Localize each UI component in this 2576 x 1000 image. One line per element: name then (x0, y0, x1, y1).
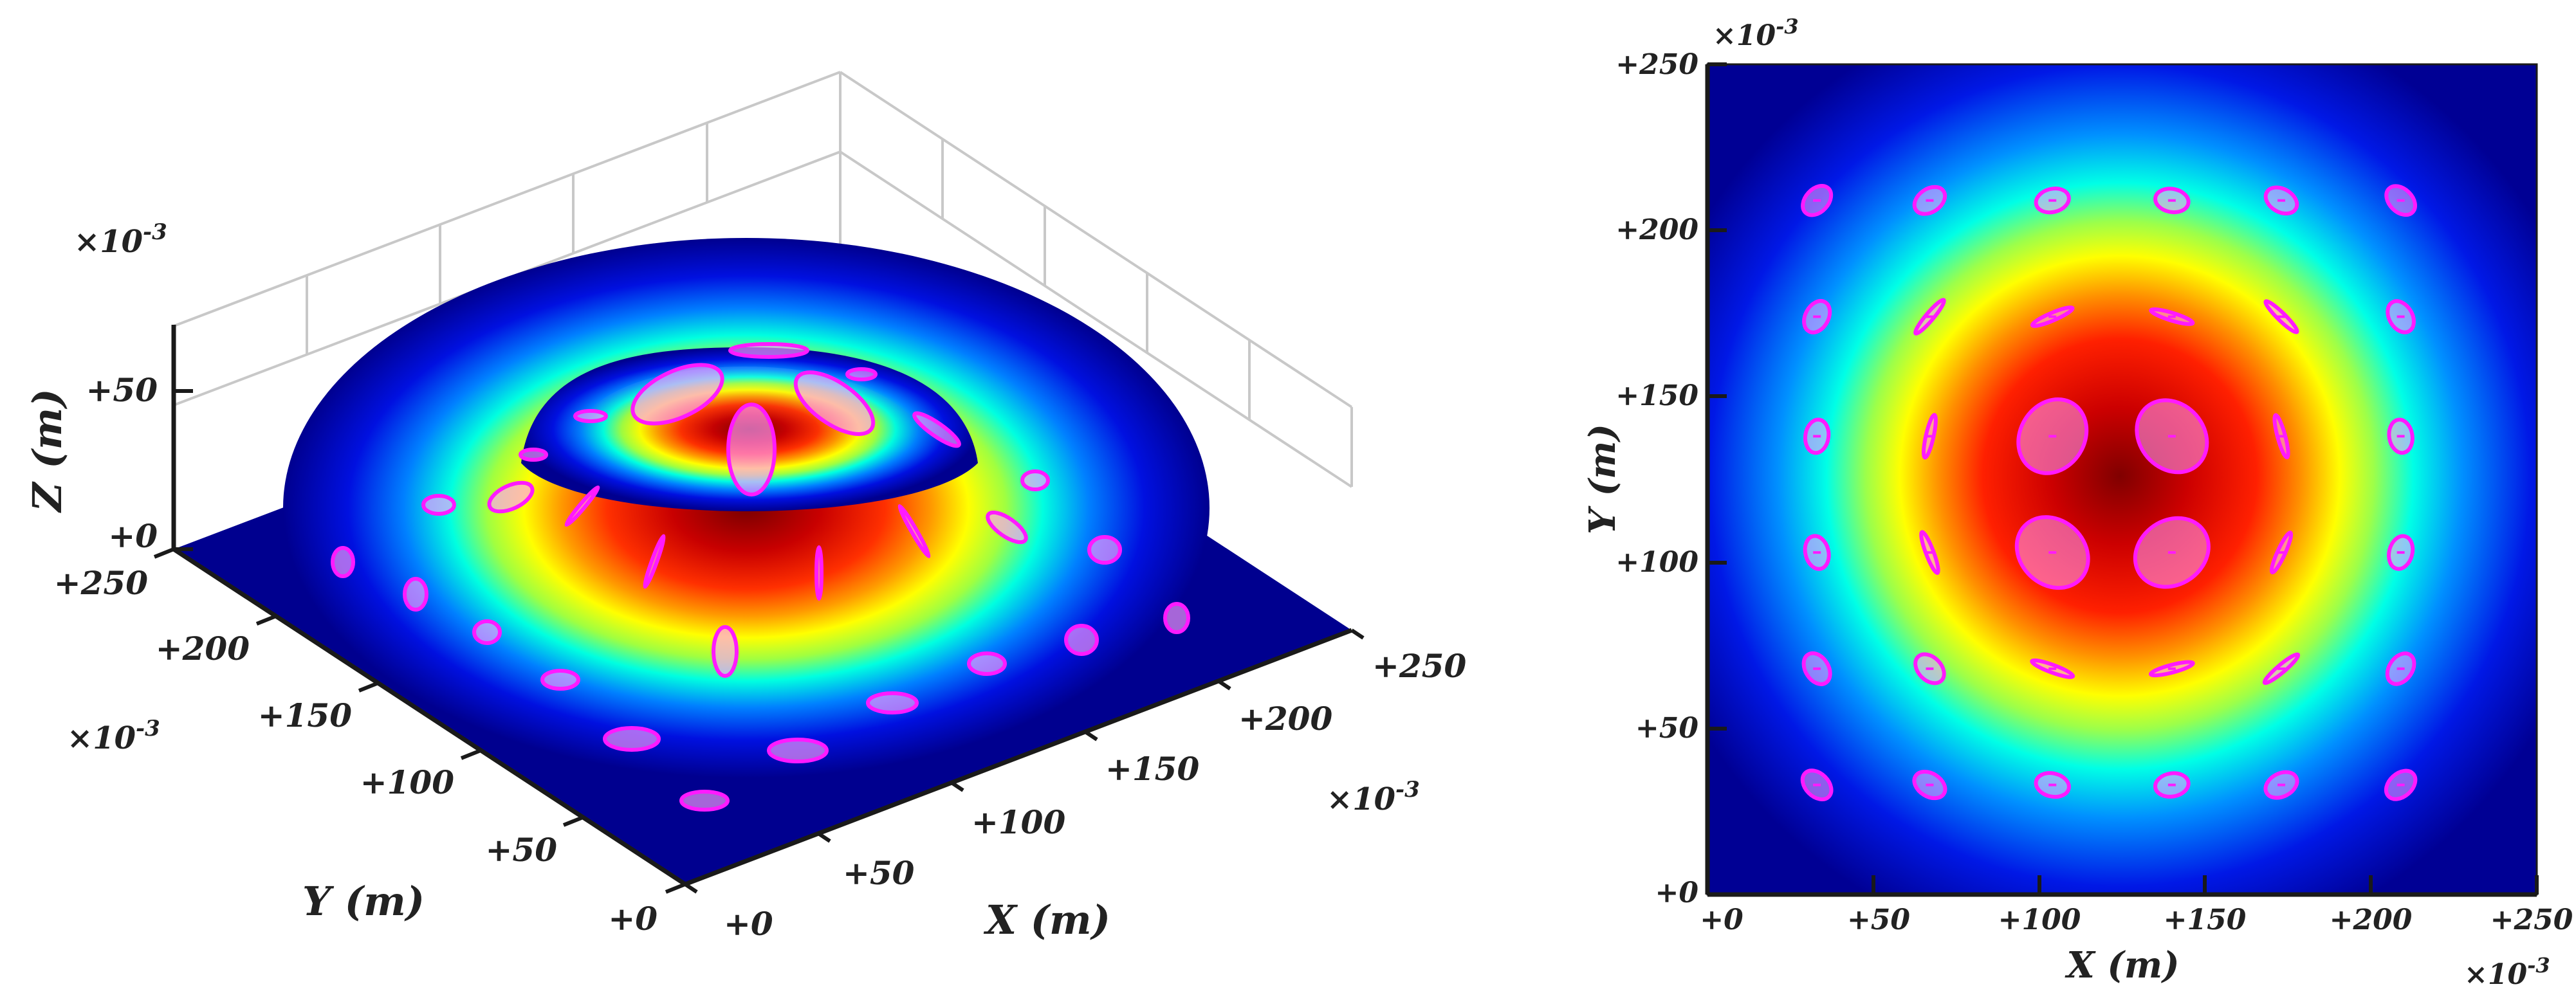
x-tick-label: +0 (1700, 904, 1743, 936)
x-tick-label: +200 (1238, 700, 1332, 738)
glyph-3d (403, 577, 428, 612)
y-tick-label: +150 (258, 696, 352, 734)
y-axis-title: Y (m) (302, 878, 425, 925)
glyph-3d (793, 370, 876, 436)
surface-3d-plot: +0 +50 +250 +200 +150 +100 +50 +0 +0 +50… (24, 71, 1466, 943)
y-tick-label: +0 (1655, 877, 1699, 909)
glyph-3d (845, 367, 878, 381)
glyph-3d (1064, 624, 1099, 656)
x-tick-label: +50 (1847, 904, 1910, 936)
y-tick-label: +150 (1615, 379, 1698, 412)
glyph-3d (331, 546, 355, 578)
glyph-3d (679, 790, 730, 812)
x-tick-label: +200 (2330, 904, 2413, 936)
glyph-3d (986, 510, 1028, 545)
glyph-3d (767, 738, 829, 763)
glyph-3d (897, 504, 931, 559)
x-tick-label: +250 (2490, 904, 2573, 936)
y-tick-label: +200 (1615, 214, 1698, 246)
heatmap-ticks (1706, 62, 2539, 896)
glyph-3d (643, 534, 666, 589)
heatmap-field (1707, 64, 2537, 895)
glyph-3d (1163, 602, 1190, 634)
glyph-3d (421, 494, 456, 516)
y-tick-label: +100 (1615, 546, 1698, 579)
glyph-3d (728, 342, 809, 359)
glyph-3d (573, 409, 608, 423)
y-exponent: ×10-3 (67, 716, 160, 756)
glyph-3d (519, 448, 548, 462)
glyph-3d (866, 691, 919, 714)
z-tick-label: +0 (108, 517, 158, 555)
y-axis-title: Y (m) (1581, 424, 1624, 534)
y-tick-label: +50 (486, 831, 558, 869)
x-tick-label: +0 (724, 905, 773, 943)
z-exponent: ×10-3 (74, 219, 167, 260)
glyph-3d (603, 726, 661, 752)
x-axis-title: X (m) (2065, 944, 2179, 986)
3d-grid (173, 71, 1353, 488)
y-tick-label: +50 (1635, 712, 1698, 745)
y-tick-label: +200 (156, 630, 250, 668)
glyph-3d (1087, 535, 1122, 565)
z-tick-label: +50 (86, 371, 158, 409)
y-tick-label: +0 (608, 900, 658, 938)
x-tick-label: +100 (971, 803, 1065, 841)
glyph-3d (726, 403, 777, 496)
x-tick-label: +250 (1372, 647, 1466, 685)
glyph-3d (814, 545, 823, 601)
x-exponent: ×10-3 (2464, 953, 2550, 991)
heatmap-top-view: +0 +50 +100 +150 +200 +250 +0 +50 +100 +… (1581, 14, 2573, 991)
x-tick-label: +150 (1105, 750, 1199, 788)
x-tick-label: +50 (843, 854, 915, 892)
x-tick-label: +150 (2164, 904, 2247, 936)
glyph-3d (712, 625, 739, 678)
y-exponent: ×10-3 (1713, 14, 1799, 52)
glyph-3d (630, 363, 724, 426)
glyph-3d (472, 619, 502, 645)
x-axis-title: X (m) (983, 896, 1110, 943)
3d-axes (171, 325, 1353, 887)
glyphs-top-view (1800, 184, 2418, 801)
glyphs-3d (331, 342, 1190, 812)
glyph-3d (564, 485, 600, 527)
y-tick-label: +250 (1615, 48, 1698, 81)
x-exponent: ×10-3 (1327, 777, 1420, 817)
y-tick-label: +250 (54, 564, 148, 602)
z-axis-title: Z (m) (24, 388, 71, 513)
x-tick-label: +100 (1998, 904, 2081, 936)
y-tick-label: +100 (360, 763, 454, 801)
glyph-3d (912, 411, 961, 448)
glyph-3d (487, 480, 535, 514)
glyph-3d (967, 651, 1007, 676)
3d-ticks (153, 389, 1365, 894)
glyph-3d (1020, 469, 1050, 491)
glyph-3d (540, 669, 580, 691)
